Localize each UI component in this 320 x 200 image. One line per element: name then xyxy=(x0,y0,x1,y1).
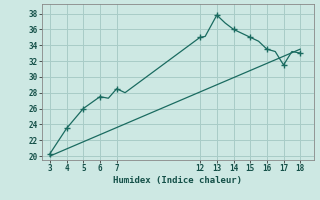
X-axis label: Humidex (Indice chaleur): Humidex (Indice chaleur) xyxy=(113,176,242,185)
